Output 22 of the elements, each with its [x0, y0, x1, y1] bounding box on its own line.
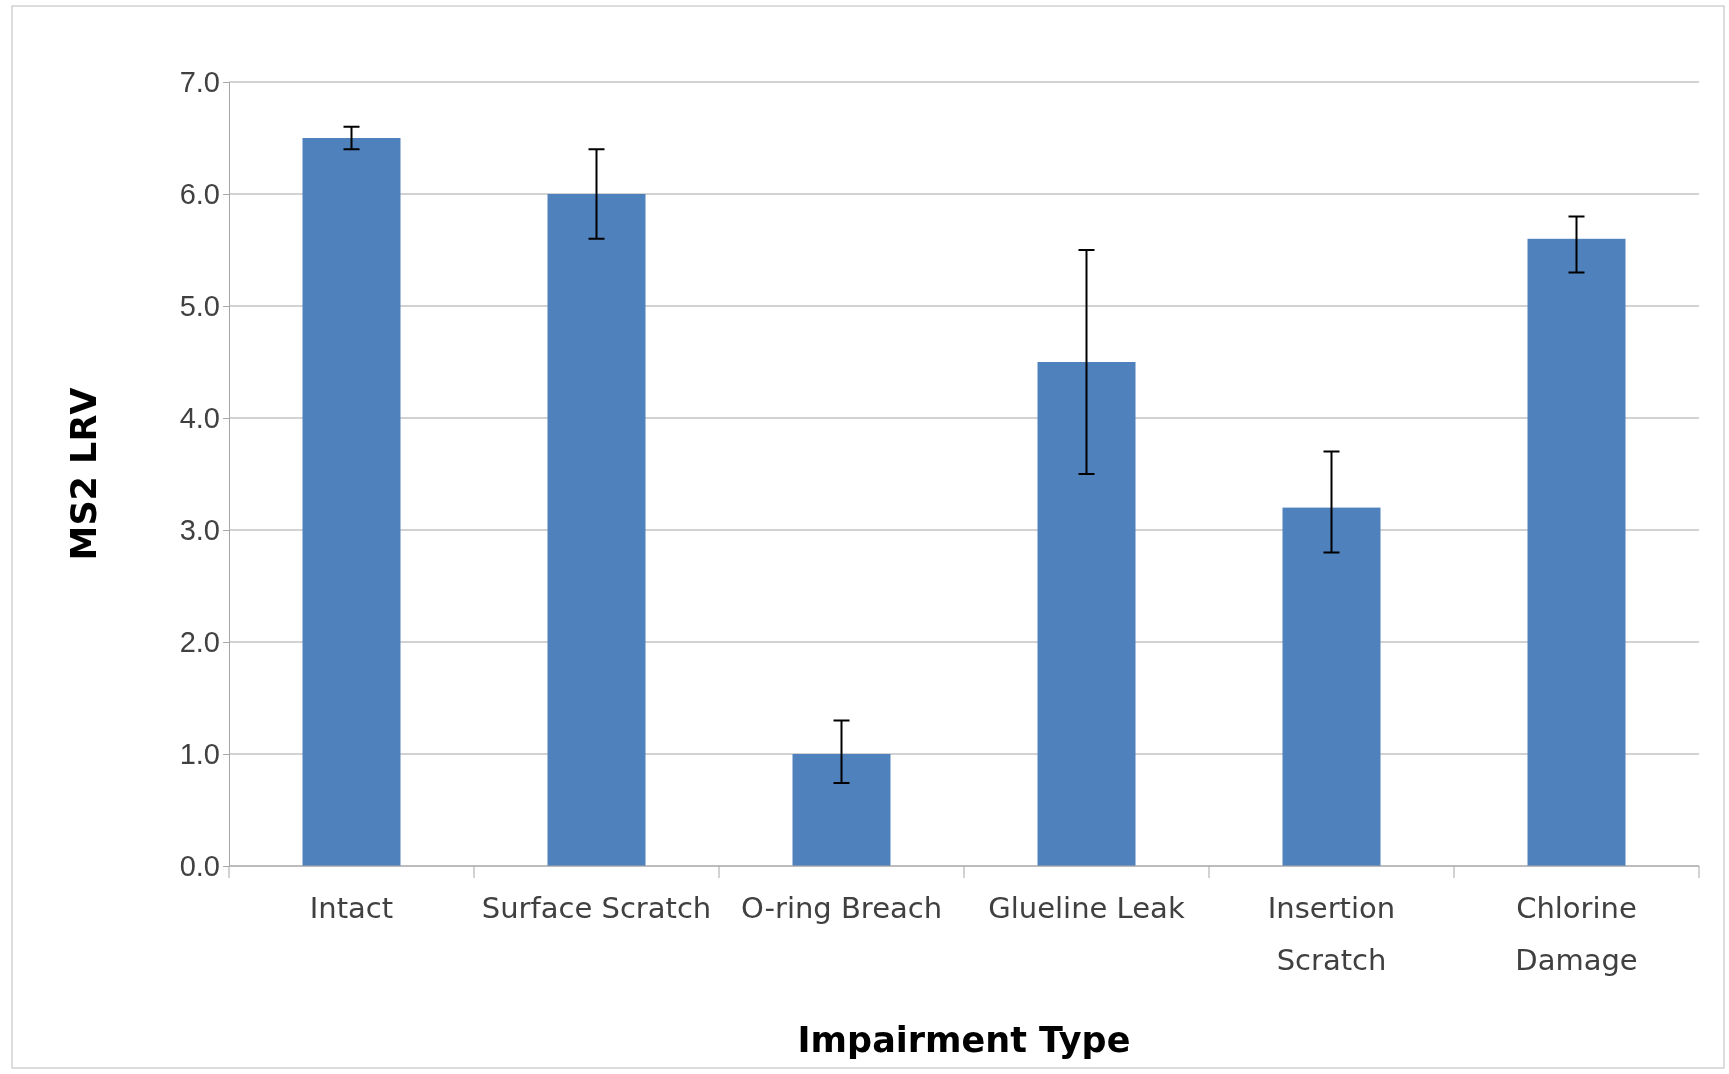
y-tick-label: 5.0: [179, 289, 220, 322]
y-tick-label: 2.0: [179, 625, 220, 658]
y-tick-label: 7.0: [179, 65, 220, 98]
x-tick-label: Surface Scratch: [481, 891, 712, 925]
y-tick-label: 4.0: [179, 401, 220, 434]
bar: [792, 754, 891, 866]
x-tick-label: Chlorine Damage: [1515, 891, 1638, 978]
x-tick-label: Glueline Leak: [988, 891, 1185, 925]
bar: [1527, 238, 1626, 866]
x-tick-label: O-ring Breach: [740, 891, 943, 925]
bar: [302, 138, 401, 866]
bar: [1282, 507, 1381, 866]
y-tick-label: 0.0: [179, 849, 220, 882]
y-tick-label: 6.0: [179, 177, 220, 210]
x-axis-title: Impairment Type: [797, 1020, 1131, 1060]
x-tick-label: Intact: [309, 891, 394, 925]
y-axis-title: MS2 LRV: [64, 387, 104, 561]
x-tick-label: Insertion Scratch: [1267, 891, 1396, 978]
y-tick-label: 3.0: [179, 513, 220, 546]
y-tick-label: 1.0: [179, 737, 220, 770]
bar: [1037, 362, 1136, 866]
bar: [547, 194, 646, 866]
